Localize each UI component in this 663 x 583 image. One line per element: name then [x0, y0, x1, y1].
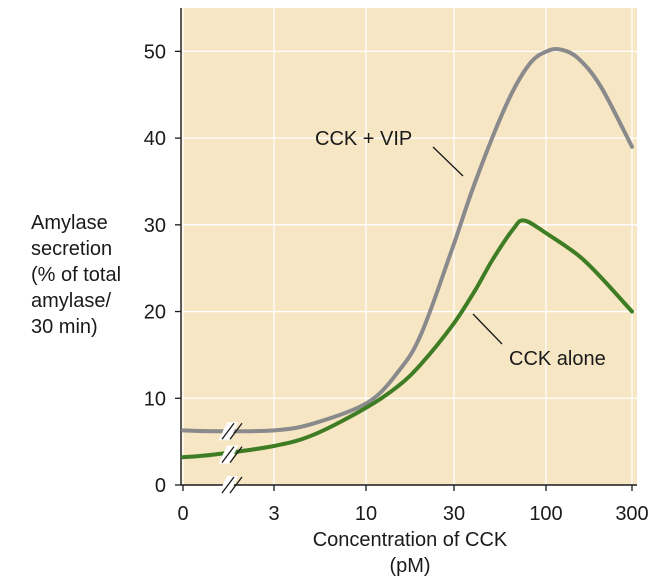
x-tick-label: 3: [268, 503, 279, 525]
x-tick-label: 100: [529, 503, 562, 525]
axis-break-mark: [221, 422, 235, 440]
y-axis-title-line-3: (% of total: [31, 264, 122, 286]
leader-line-cck-alone: [472, 313, 503, 345]
series-label-cck-vip: CCK + VIP: [315, 128, 412, 150]
y-tick-label: 0: [155, 475, 166, 497]
x-tick-label: 300: [615, 503, 648, 525]
x-axis-title-line-1: Concentration of CCK: [312, 529, 508, 551]
y-axis-title: Amylase secretion (% of total amylase/ 3…: [31, 210, 161, 340]
x-tick-label: 0: [177, 503, 188, 525]
axis-break-mark: [229, 476, 243, 494]
axis-break-mark: [221, 476, 235, 494]
y-axis-title-line-2: secretion: [31, 238, 113, 260]
y-tick-label: 50: [144, 41, 166, 63]
leader-line-cck-vip: [432, 146, 464, 177]
x-axis-title: Concentration of CCK (pM): [200, 527, 620, 579]
axis-break-mark: [229, 422, 243, 440]
y-tick-label: 20: [144, 302, 166, 324]
series-line-cck-alone: [181, 218, 634, 460]
y-axis-title-line-1: Amylase: [31, 212, 108, 234]
axis-break-mark: [229, 446, 243, 464]
y-axis-title-line-5: 30 min): [31, 316, 98, 338]
x-tick-label: 10: [355, 503, 377, 525]
plot-background: [181, 8, 637, 485]
axis-break-mark: [221, 446, 235, 464]
y-tick-label: 10: [144, 388, 166, 410]
series-line-cck-vip: [181, 47, 634, 434]
y-tick-label: 30: [144, 215, 166, 237]
x-tick-label: 30: [443, 503, 465, 525]
y-tick-label: 40: [144, 128, 166, 150]
x-axis-title-line-2: (pM): [389, 555, 431, 577]
series-label-cck-alone: CCK alone: [509, 348, 606, 370]
y-axis-title-line-4: amylase/: [31, 290, 112, 312]
